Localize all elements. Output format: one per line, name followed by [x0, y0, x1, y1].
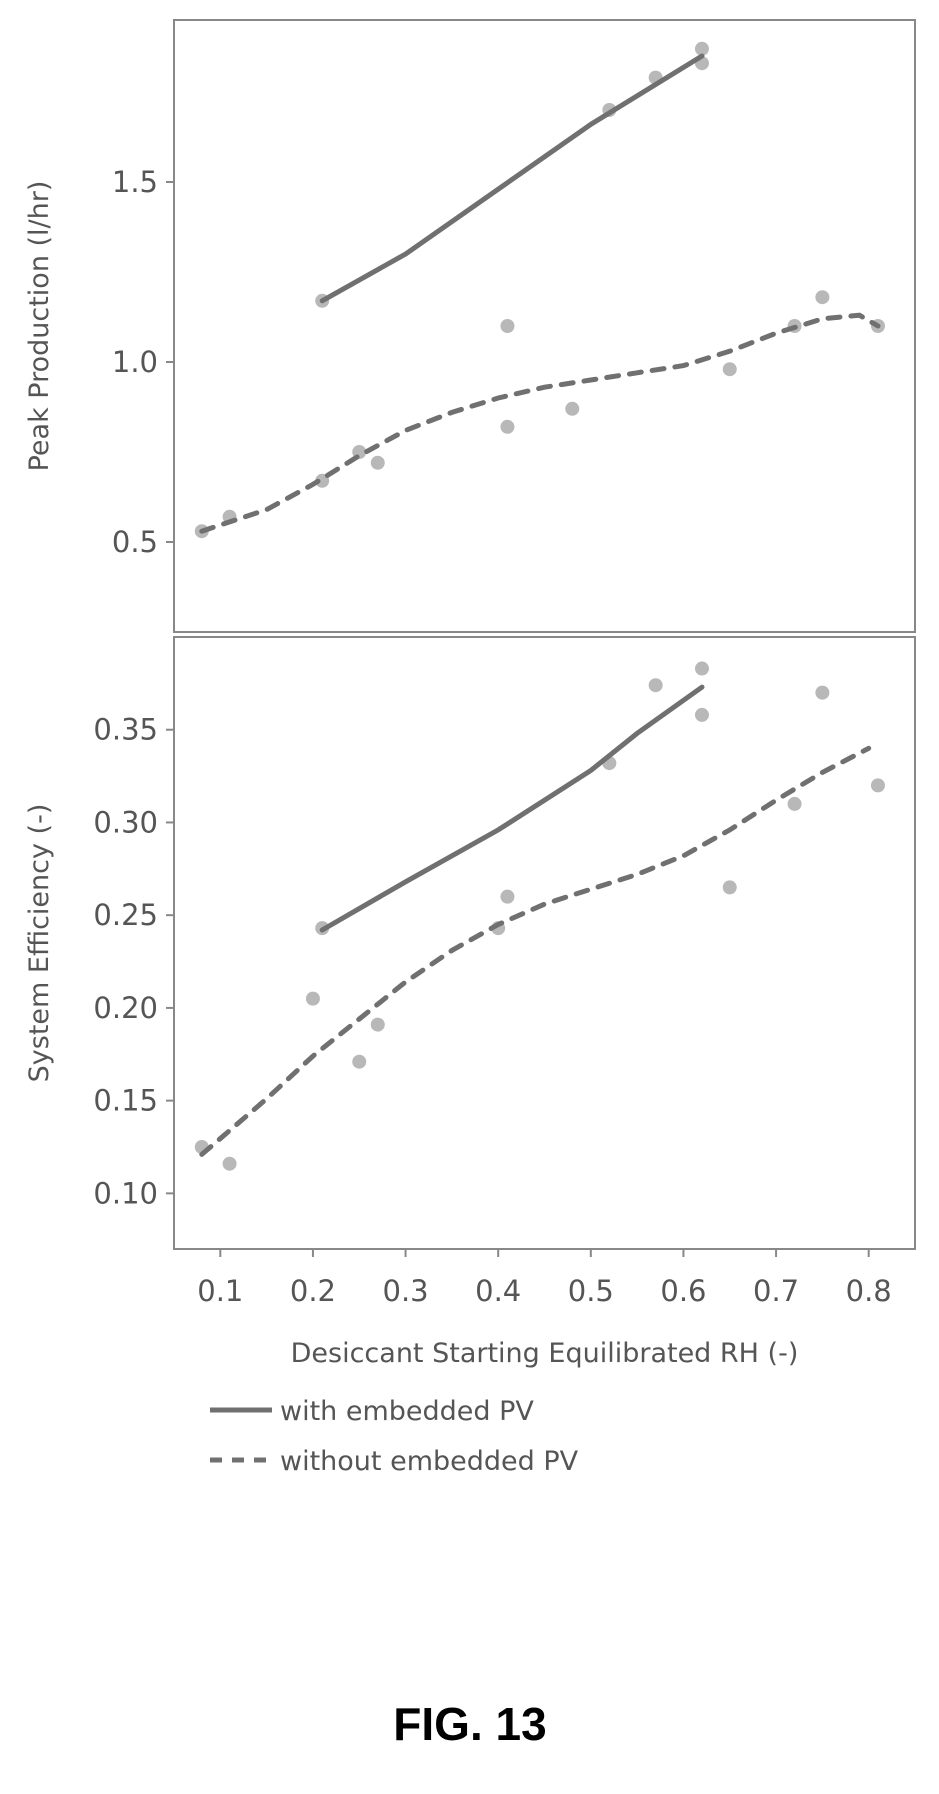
y-tick-label: 1.5: [112, 165, 158, 199]
x-tick-label: 0.6: [660, 1274, 706, 1308]
y-tick-label: 0.10: [93, 1176, 158, 1210]
x-tick-label: 0.4: [475, 1274, 521, 1308]
point-without-embedded-pv: [500, 419, 515, 434]
legend: with embedded PV without embedded PV: [210, 1396, 579, 1477]
fit-line-without-embedded-pv: [199, 745, 872, 1157]
point-without-embedded-pv: [222, 1156, 237, 1171]
peak-production-marks: [194, 41, 885, 539]
figure-caption: FIG. 13: [393, 1698, 546, 1750]
y-tick-label: 0.25: [93, 898, 158, 932]
system-efficiency-y-axis-label: System Efficiency (-): [24, 804, 55, 1083]
peak-production-panel: 0.5 1.0 1.5 Peak Production (l/hr): [24, 19, 916, 633]
x-tick-label: 0.7: [753, 1274, 799, 1308]
x-tick-label: 0.3: [383, 1274, 429, 1308]
point-without-embedded-pv: [370, 1017, 385, 1032]
x-tick-label: 0.1: [197, 1274, 243, 1308]
peak-production-y-axis-label: Peak Production (l/hr): [24, 181, 55, 472]
system-efficiency-marks: [194, 661, 885, 1171]
y-tick-label: 0.5: [112, 525, 158, 559]
point-without-embedded-pv: [500, 889, 515, 904]
y-tick-label: 0.20: [93, 991, 158, 1025]
peak-production-plot-frame: [173, 19, 916, 633]
y-tick-label: 0.30: [93, 805, 158, 839]
y-tick-label: 0.35: [93, 713, 158, 747]
shared-x-ticks: 0.1 0.2 0.3 0.4 0.5 0.6 0.7 0.8: [197, 1249, 892, 1308]
x-tick-label: 0.2: [290, 1274, 336, 1308]
point-without-embedded-pv: [722, 880, 737, 895]
point-without-embedded-pv: [815, 290, 830, 305]
fit-line-with-embedded-pv: [319, 684, 705, 933]
x-axis-label: Desiccant Starting Equilibrated RH (-): [291, 1338, 799, 1369]
point-without-embedded-pv: [565, 401, 580, 416]
legend-label-with-embedded-pv: with embedded PV: [280, 1396, 534, 1427]
point-without-embedded-pv: [870, 778, 885, 793]
point-without-embedded-pv: [722, 362, 737, 377]
point-with-embedded-pv: [648, 678, 663, 693]
y-tick-label: 1.0: [112, 345, 158, 379]
point-with-embedded-pv: [694, 41, 709, 56]
system-efficiency-y-ticks: 0.10 0.15 0.20 0.25 0.30 0.35: [93, 713, 174, 1210]
point-without-embedded-pv: [352, 1054, 367, 1069]
fit-line-with-embedded-pv: [319, 53, 705, 304]
system-efficiency-panel: 0.10 0.15 0.20 0.25 0.30 0.35 0.1 0.2 0.3 0.4 0.5…: [24, 636, 916, 1308]
point-without-embedded-pv: [500, 319, 515, 333]
system-efficiency-plot-frame: [173, 636, 916, 1250]
point-without-embedded-pv: [787, 796, 802, 811]
point-without-embedded-pv: [305, 991, 320, 1006]
peak-production-y-ticks: 0.5 1.0 1.5: [112, 165, 174, 559]
point-with-embedded-pv: [694, 707, 709, 722]
x-tick-label: 0.5: [568, 1274, 614, 1308]
fit-line-without-embedded-pv: [199, 312, 881, 534]
point-without-embedded-pv: [370, 455, 385, 470]
point-with-embedded-pv: [694, 661, 709, 676]
y-tick-label: 0.15: [93, 1084, 158, 1118]
point-without-embedded-pv: [815, 685, 830, 700]
x-tick-label: 0.8: [846, 1274, 892, 1308]
legend-label-without-embedded-pv: without embedded PV: [280, 1446, 579, 1477]
